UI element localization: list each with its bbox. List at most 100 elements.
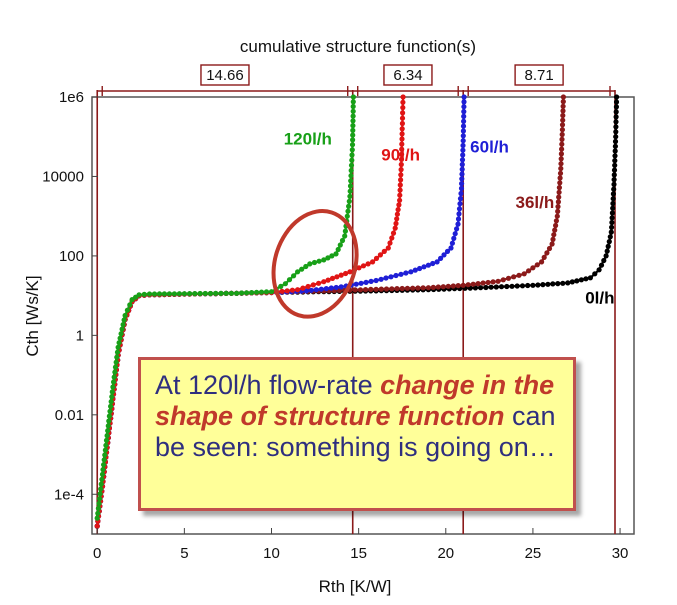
series-point-90l-h	[399, 141, 405, 147]
x-tick-label: 5	[180, 545, 188, 562]
series-point-90l-h	[399, 120, 405, 127]
series-point-120l-h	[166, 291, 172, 297]
series-point-0l-h	[587, 275, 594, 281]
series-point-36l-h	[551, 232, 557, 238]
series-point-36l-h	[399, 285, 405, 292]
series-point-36l-h	[394, 286, 400, 292]
series-point-60l-h	[438, 255, 444, 261]
series-point-36l-h	[530, 265, 536, 271]
series-point-0l-h	[545, 281, 551, 287]
x-tick-label: 0	[93, 545, 101, 562]
series-point-36l-h	[556, 189, 562, 195]
series-point-36l-h	[560, 117, 566, 123]
series-point-90l-h	[398, 172, 404, 178]
series-point-60l-h	[458, 185, 465, 191]
series-point-90l-h	[399, 146, 405, 152]
series-point-120l-h	[337, 242, 343, 248]
series-point-120l-h	[207, 290, 214, 297]
series-point-0l-h	[612, 143, 619, 149]
series-point-60l-h	[456, 211, 462, 217]
series-point-36l-h	[430, 284, 436, 290]
series-point-90l-h	[343, 270, 349, 277]
series-point-36l-h	[555, 208, 561, 214]
series-point-36l-h	[485, 279, 491, 286]
series-point-36l-h	[550, 236, 556, 242]
series-point-120l-h	[346, 198, 352, 204]
series-point-90l-h	[399, 131, 405, 137]
series-point-120l-h	[346, 203, 352, 209]
series-point-120l-h	[108, 403, 114, 409]
y-tick-label: 1	[76, 327, 84, 344]
series-point-0l-h	[609, 224, 615, 230]
series-label: 120l/h	[284, 130, 332, 149]
series-point-120l-h	[254, 289, 260, 295]
series-point-36l-h	[560, 108, 566, 114]
series-point-120l-h	[344, 213, 350, 219]
series-point-60l-h	[460, 142, 466, 149]
series-point-36l-h	[435, 284, 441, 290]
series-point-0l-h	[611, 177, 617, 183]
series-point-60l-h	[328, 285, 334, 291]
series-point-90l-h	[316, 280, 322, 286]
series-point-36l-h	[404, 285, 410, 291]
series-point-120l-h	[218, 290, 224, 296]
series-point-60l-h	[444, 248, 451, 254]
series-point-0l-h	[604, 248, 610, 254]
series-point-120l-h	[103, 437, 110, 443]
series-label: 90l/h	[381, 146, 420, 165]
series-point-0l-h	[519, 283, 526, 289]
series-point-60l-h	[363, 279, 369, 285]
series-point-90l-h	[377, 252, 383, 258]
series-point-0l-h	[607, 234, 613, 240]
series-point-36l-h	[516, 272, 522, 278]
y-axis-title: Cth [Ws/K]	[23, 275, 42, 356]
series-point-120l-h	[156, 291, 163, 297]
series-point-0l-h	[592, 271, 598, 277]
series-point-60l-h	[454, 226, 460, 232]
series-point-60l-h	[388, 274, 394, 280]
series-point-120l-h	[278, 283, 284, 289]
series-point-120l-h	[213, 290, 219, 296]
series-point-120l-h	[350, 132, 356, 138]
series-point-120l-h	[99, 476, 105, 482]
series-point-36l-h	[511, 274, 517, 280]
series-point-90l-h	[398, 167, 404, 173]
dimension-label: 8.71	[525, 67, 554, 84]
series-point-36l-h	[557, 170, 564, 176]
series-point-0l-h	[612, 138, 619, 145]
series-point-120l-h	[114, 349, 121, 355]
series-point-90l-h	[347, 269, 353, 275]
series-point-120l-h	[347, 193, 353, 199]
series-point-120l-h	[127, 302, 133, 308]
series-point-120l-h	[113, 359, 119, 365]
series-point-90l-h	[356, 265, 362, 271]
series-point-60l-h	[383, 275, 389, 281]
series-point-0l-h	[608, 229, 614, 235]
series-point-0l-h	[488, 284, 494, 290]
series-point-120l-h	[120, 322, 126, 328]
series-point-120l-h	[345, 208, 351, 214]
series-point-90l-h	[394, 211, 400, 217]
series-point-60l-h	[461, 113, 467, 119]
series-point-90l-h	[325, 277, 331, 283]
series-point-120l-h	[110, 384, 116, 390]
series-point-90l-h	[329, 275, 336, 281]
series-point-0l-h	[610, 200, 616, 207]
series-point-0l-h	[613, 99, 620, 105]
series-point-90l-h	[365, 261, 371, 267]
x-tick-label: 10	[263, 545, 280, 562]
series-point-36l-h	[440, 284, 446, 290]
series-point-36l-h	[555, 199, 562, 205]
series-point-0l-h	[601, 257, 607, 264]
series-point-120l-h	[347, 183, 354, 189]
series-point-0l-h	[596, 267, 602, 273]
series-point-60l-h	[373, 277, 379, 284]
series-point-36l-h	[559, 146, 565, 152]
series-point-120l-h	[348, 162, 355, 168]
series-point-120l-h	[114, 354, 120, 360]
series-point-60l-h	[460, 133, 466, 139]
series-point-36l-h	[460, 282, 466, 288]
series-point-36l-h	[559, 141, 565, 147]
series-point-60l-h	[398, 271, 404, 277]
series-point-120l-h	[121, 317, 127, 323]
